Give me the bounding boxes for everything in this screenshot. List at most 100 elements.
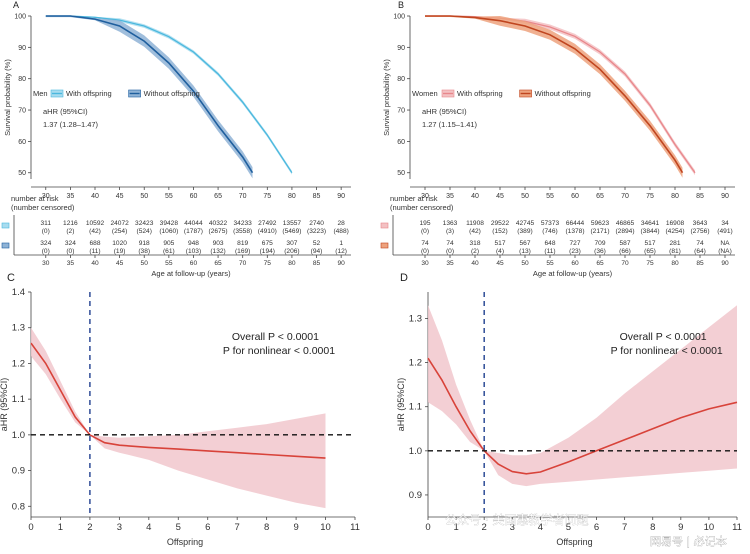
panel-letter: B xyxy=(398,0,404,10)
risk-count: 709 xyxy=(594,240,605,247)
y-axis-label: aHR (95%CI) xyxy=(0,378,9,432)
x-tick-label: 3 xyxy=(117,522,122,533)
hr-curve xyxy=(30,342,326,459)
risk-row-swatch xyxy=(380,242,389,249)
risk-censored: (169) xyxy=(235,248,250,255)
x-tick-label: 50 xyxy=(140,193,148,200)
y-tick-label: 1.0 xyxy=(12,430,25,441)
risk-censored: (389) xyxy=(517,228,532,235)
risk-count: 74 xyxy=(421,240,429,247)
risk-censored: (2) xyxy=(471,248,479,255)
x-tick-label: 7 xyxy=(622,522,627,533)
risk-count: 40322 xyxy=(209,220,228,227)
risk-censored: (2) xyxy=(66,228,74,235)
risk-count: 16908 xyxy=(666,220,685,227)
risk-x-tick-label: 75 xyxy=(264,260,272,267)
y-tick-label: 60 xyxy=(18,139,26,146)
risk-x-tick-label: 85 xyxy=(313,260,321,267)
risk-censored: (11) xyxy=(544,248,555,255)
risk-x-tick-label: 50 xyxy=(141,260,149,267)
risk-row-swatch xyxy=(380,222,389,229)
y-tick-label: 1.3 xyxy=(409,313,422,324)
risk-count: 1 xyxy=(339,240,343,247)
y-axis-label: Survival probability (%) xyxy=(382,59,391,136)
y-tick-label: 50 xyxy=(18,170,26,177)
risk-x-tick-label: 60 xyxy=(190,260,198,267)
risk-count: 195 xyxy=(419,220,430,227)
risk-count: 34233 xyxy=(234,220,253,227)
ci-band-with xyxy=(425,16,695,176)
x-tick-label: 60 xyxy=(190,193,198,200)
risk-censored: (103) xyxy=(186,248,201,255)
x-tick-label: 9 xyxy=(293,522,298,533)
x-tick-label: 9 xyxy=(678,522,683,533)
risk-x-tick-label: 30 xyxy=(421,260,429,267)
survival-curve-without xyxy=(45,15,254,174)
survival-curve-with xyxy=(45,15,293,174)
risk-count: 727 xyxy=(569,240,580,247)
risk-count: 307 xyxy=(286,240,297,247)
risk-x-axis-label: Age at follow-up (years) xyxy=(151,269,231,278)
risk-censored: (0) xyxy=(42,248,50,255)
y-tick-label: 70 xyxy=(18,108,26,115)
risk-x-tick-label: 35 xyxy=(446,260,454,267)
risk-count: 39428 xyxy=(160,220,179,227)
y-tick-label: 80 xyxy=(18,76,26,83)
risk-censored: (64) xyxy=(694,248,706,255)
risk-x-tick-label: 70 xyxy=(239,260,247,267)
risk-x-tick-label: 40 xyxy=(91,260,99,267)
x-tick-label: 10 xyxy=(704,522,715,533)
y-tick-label: 0.9 xyxy=(409,490,422,501)
x-tick-label: 8 xyxy=(264,522,269,533)
x-tick-label: 8 xyxy=(650,522,655,533)
risk-x-tick-label: 80 xyxy=(288,260,296,267)
x-tick-label: 50 xyxy=(521,193,529,200)
risk-x-tick-label: 45 xyxy=(116,260,124,267)
risk-count: 59623 xyxy=(591,220,610,227)
x-tick-label: 65 xyxy=(214,193,222,200)
x-tick-label: 75 xyxy=(263,193,271,200)
x-tick-label: 5 xyxy=(566,522,571,533)
y-tick-label: 50 xyxy=(397,170,405,177)
risk-censored: (491) xyxy=(717,228,732,235)
risk-x-tick-label: 70 xyxy=(621,260,629,267)
survival-curve-without xyxy=(425,15,684,174)
risk-count: 567 xyxy=(519,240,530,247)
risk-count: 281 xyxy=(669,240,680,247)
x-tick-label: 90 xyxy=(337,193,345,200)
risk-count: 903 xyxy=(213,240,224,247)
y-tick-label: 1.2 xyxy=(409,358,422,369)
risk-censored: (2756) xyxy=(690,228,709,235)
risk-count: 948 xyxy=(188,240,199,247)
y-tick-label: 80 xyxy=(397,76,405,83)
x-tick-label: 6 xyxy=(205,522,210,533)
risk-count: 324 xyxy=(65,240,76,247)
risk-table-subtitle: (number censored) xyxy=(390,203,454,212)
x-tick-label: 30 xyxy=(421,193,429,200)
x-tick-label: 7 xyxy=(235,522,240,533)
risk-table-title: number at risk xyxy=(11,194,59,203)
panel-letter: A xyxy=(13,0,19,10)
panel-letter: C xyxy=(7,272,15,284)
risk-censored: (81) xyxy=(669,248,681,255)
risk-censored: (42) xyxy=(89,228,101,235)
risk-count: 34 xyxy=(721,220,729,227)
risk-count: 1216 xyxy=(63,220,78,227)
risk-row-swatch xyxy=(1,222,10,229)
risk-x-tick-label: 75 xyxy=(646,260,654,267)
risk-censored: (38) xyxy=(138,248,150,255)
legend-group-label: Men xyxy=(33,89,48,98)
legend-group-label: Women xyxy=(412,89,438,98)
risk-count: 3643 xyxy=(693,220,708,227)
risk-censored: (1378) xyxy=(565,228,584,235)
risk-censored: (1787) xyxy=(184,228,203,235)
risk-censored: (3844) xyxy=(640,228,659,235)
risk-x-tick-label: 55 xyxy=(546,260,554,267)
x-axis-label: Offspring xyxy=(167,537,203,547)
risk-count: 688 xyxy=(89,240,100,247)
risk-table-subtitle: (number censored) xyxy=(11,203,75,212)
risk-x-tick-label: 60 xyxy=(571,260,579,267)
risk-censored: (65) xyxy=(644,248,656,255)
watermark-text: 公众号 · 美国惠教学者问题 xyxy=(445,512,588,527)
